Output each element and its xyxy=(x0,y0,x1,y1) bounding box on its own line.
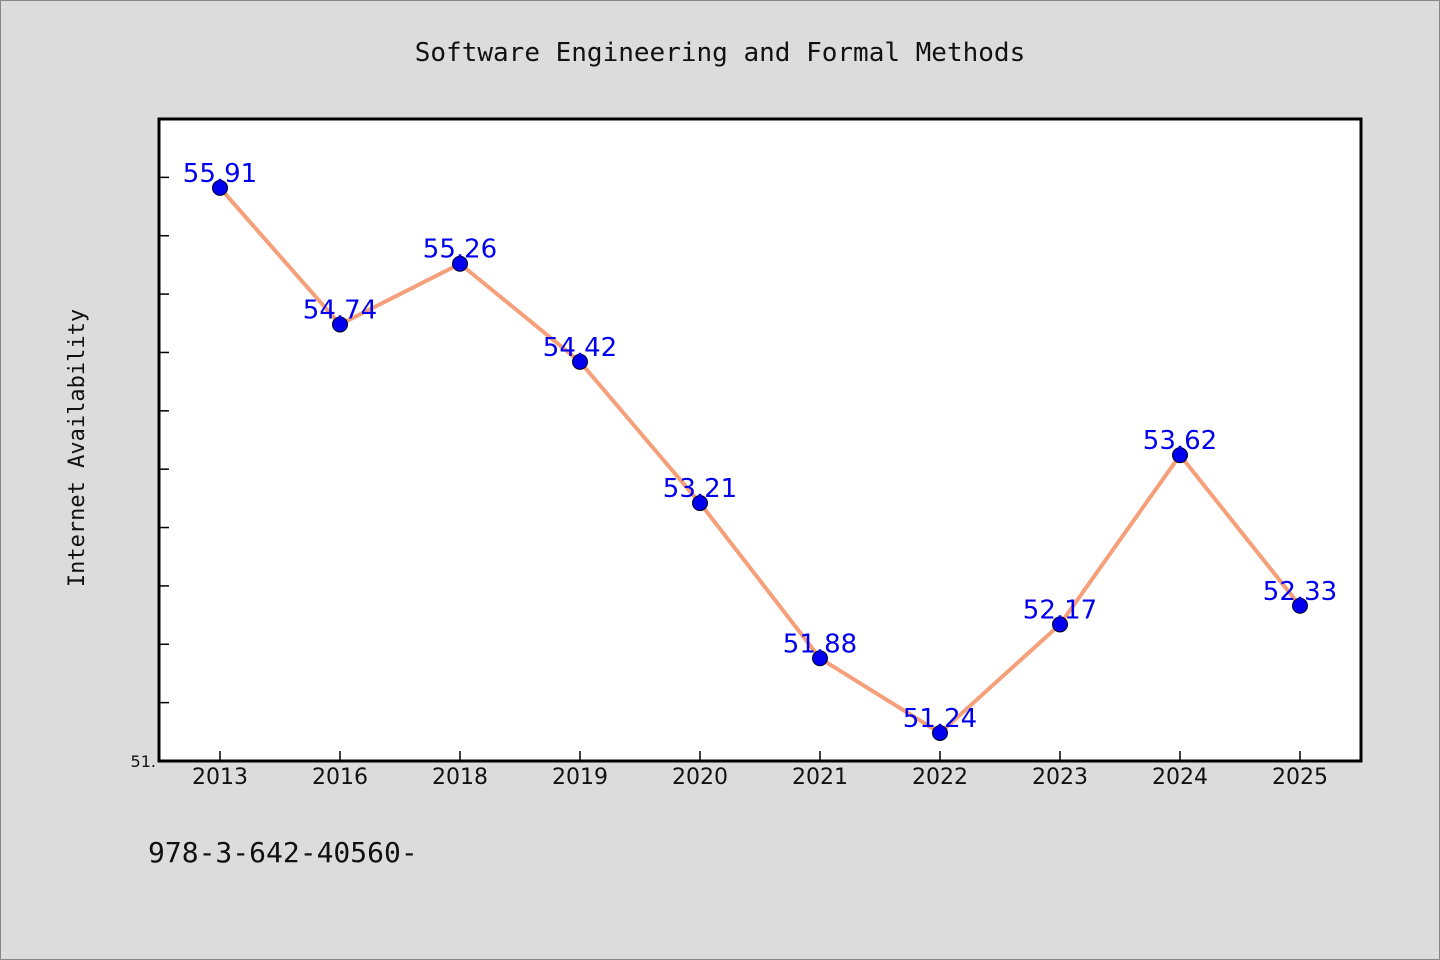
x-tick-label: 2023 xyxy=(1032,765,1088,790)
y-axis-label: Internet Availability xyxy=(65,309,90,587)
chart-title: Software Engineering and Formal Methods xyxy=(415,38,1025,68)
x-tick-label: 2019 xyxy=(552,765,608,790)
x-tick-label: 2020 xyxy=(672,765,728,790)
data-label: 52.17 xyxy=(1023,595,1097,625)
data-point-marker xyxy=(932,724,948,741)
data-point-marker xyxy=(212,179,228,196)
data-label: 51.88 xyxy=(783,629,857,659)
x-axis-ticks: 2013 2016 2018 2019 2020 2021 2022 2023 2024 2025 xyxy=(192,751,1328,790)
x-tick-label: 2022 xyxy=(912,765,968,790)
x-tick-label: 2025 xyxy=(1272,765,1328,790)
x-tick-label: 2021 xyxy=(792,765,848,790)
series-line-group xyxy=(218,186,1302,735)
x-tick-label: 2013 xyxy=(192,765,248,790)
data-label: 51.24 xyxy=(903,704,977,734)
data-label: 55.91 xyxy=(183,159,257,189)
data-point-marker xyxy=(332,316,348,333)
x-tick-label: 2016 xyxy=(312,765,368,790)
footer-text: 978-3-642-40560- xyxy=(148,836,418,869)
data-point-marker xyxy=(452,255,468,272)
x-tick-label: 2024 xyxy=(1152,765,1208,790)
x-tick-label: 2018 xyxy=(432,765,488,790)
data-point-marker xyxy=(572,353,588,370)
data-point-marker xyxy=(1292,597,1308,614)
data-label: 53.21 xyxy=(663,474,737,504)
series-line xyxy=(218,186,1302,735)
data-point-marker xyxy=(692,495,708,512)
data-label: 53.62 xyxy=(1143,426,1217,456)
y-axis-ticks: 51. xyxy=(131,118,169,771)
data-point-marker xyxy=(1172,447,1188,464)
plot-area xyxy=(157,117,1363,763)
data-label: 54.74 xyxy=(303,295,377,325)
data-label: 54.42 xyxy=(543,333,617,363)
data-label: 52.33 xyxy=(1263,577,1337,607)
data-markers xyxy=(212,179,1308,741)
data-point-marker xyxy=(812,650,828,667)
data-label: 55.26 xyxy=(423,235,497,265)
data-point-marker xyxy=(1052,616,1068,633)
y-tick-label: 51. xyxy=(131,752,156,771)
data-labels: 55.91 54.74 55.26 54.42 53.21 51.88 51.24 52.17… xyxy=(183,159,1337,734)
